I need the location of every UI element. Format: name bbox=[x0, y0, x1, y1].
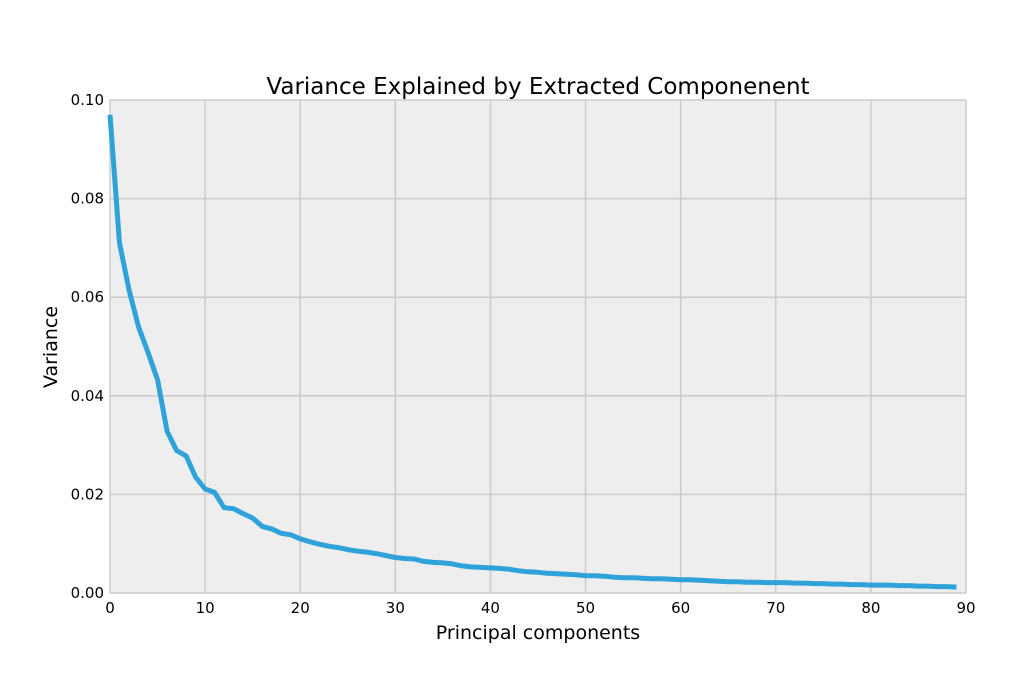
series-layer bbox=[107, 114, 957, 590]
y-tick-label: 0.00 bbox=[71, 584, 104, 602]
x-tick-label: 80 bbox=[861, 599, 880, 617]
y-tick-label: 0.10 bbox=[71, 91, 104, 109]
plot-area-background bbox=[110, 100, 966, 593]
x-tick-label: 70 bbox=[766, 599, 785, 617]
x-tick-label: 40 bbox=[481, 599, 500, 617]
x-tick-label: 20 bbox=[291, 599, 310, 617]
grid-lines bbox=[109, 99, 967, 594]
x-axis-title: Principal components bbox=[436, 622, 640, 644]
x-tick-label: 0 bbox=[105, 599, 115, 617]
y-tick-label: 0.06 bbox=[71, 288, 104, 306]
y-tick-labels: 0.00 0.02 0.04 0.06 0.08 0.10 bbox=[71, 91, 104, 602]
y-axis-title: Variance bbox=[40, 306, 62, 388]
x-tick-label: 50 bbox=[576, 599, 595, 617]
series-line bbox=[107, 114, 957, 590]
y-tick-label: 0.08 bbox=[71, 190, 104, 208]
y-tick-label: 0.02 bbox=[71, 485, 104, 503]
x-tick-label: 10 bbox=[196, 599, 215, 617]
y-tick-label: 0.04 bbox=[71, 387, 104, 405]
chart-title: Variance Explained by Extracted Componen… bbox=[266, 74, 809, 100]
x-tick-label: 90 bbox=[956, 599, 975, 617]
x-tick-labels: 0 10 20 30 40 50 60 70 80 90 bbox=[105, 599, 975, 617]
x-tick-label: 30 bbox=[386, 599, 405, 617]
x-tick-label: 60 bbox=[671, 599, 690, 617]
